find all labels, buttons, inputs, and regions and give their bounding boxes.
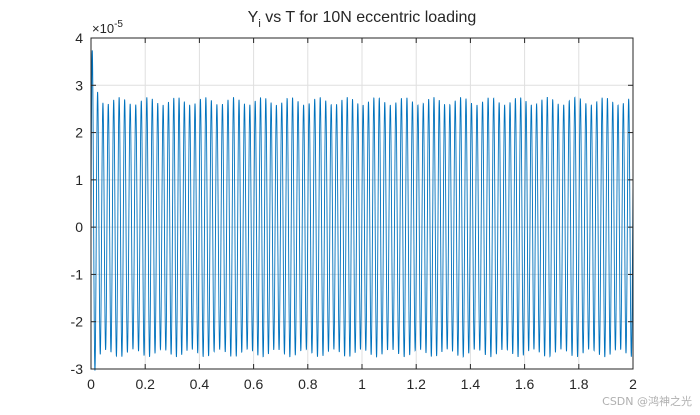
- x-tick-label: 1: [358, 376, 366, 392]
- chart-title: Yi vs T for 10N eccentric loading: [248, 9, 477, 30]
- y-tick-label: 1: [75, 172, 83, 188]
- y-tick-label: 0: [75, 219, 83, 235]
- x-tick-label: 0: [87, 376, 95, 392]
- y-tick-label: 2: [75, 125, 83, 141]
- x-tick-label: 0.8: [298, 376, 318, 392]
- x-axis: 0 0.2 0.4 0.6 0.8 1 1.2 1.4 1.6 1.8 2: [87, 38, 637, 392]
- x-tick-label: 1.2: [406, 376, 426, 392]
- x-tick-label: 1.6: [515, 376, 535, 392]
- y-axis: -3 -2 -1 0 1 2 3 4: [71, 30, 633, 377]
- x-tick-label: 2: [629, 376, 637, 392]
- y-tick-label: 3: [75, 77, 83, 93]
- series-line: [90, 50, 634, 371]
- y-tick-label: -2: [71, 314, 84, 330]
- x-tick-label: 0.6: [244, 376, 264, 392]
- x-tick-label: 1.4: [461, 376, 481, 392]
- x-tick-label: 0.4: [190, 376, 210, 392]
- x-tick-label: 1.8: [569, 376, 589, 392]
- y-exponent-label: ×10-5: [92, 19, 123, 36]
- x-tick-label: 0.2: [135, 376, 155, 392]
- y-tick-label: -1: [71, 266, 84, 282]
- y-tick-label: 4: [75, 30, 83, 46]
- watermark: CSDN @鸿神之光: [602, 395, 692, 408]
- y-tick-label: -3: [71, 361, 84, 377]
- series-path: [90, 50, 634, 371]
